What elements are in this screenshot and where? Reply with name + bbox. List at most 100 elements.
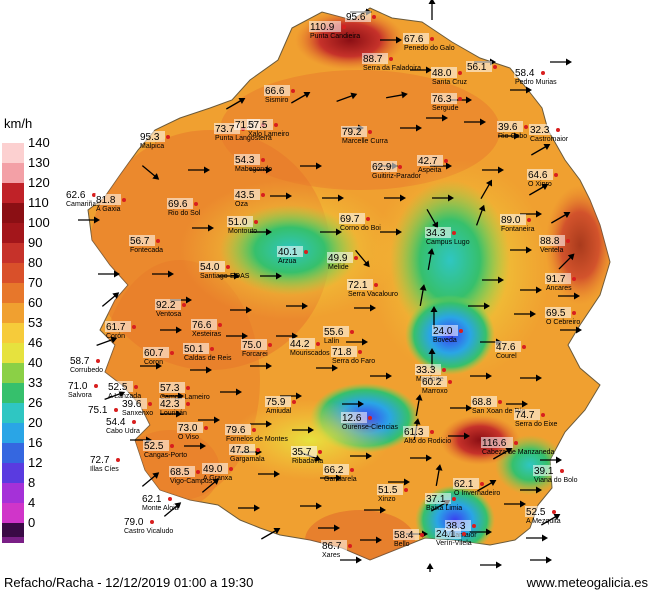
station-gust-value: 88.8 (540, 236, 560, 247)
station-name: O Xipro (528, 181, 552, 188)
station-dot (514, 441, 518, 445)
station-value-background (265, 396, 291, 407)
station-value-background (495, 341, 521, 352)
station-dot (372, 15, 376, 19)
wind-arrow (350, 452, 372, 460)
station-gust-value: 116.6 (482, 438, 507, 449)
station-value-background (347, 279, 373, 290)
station-gust-value: 66.6 (265, 86, 285, 97)
station-gust-value: 48.0 (432, 68, 452, 79)
wind-arrow (346, 338, 368, 346)
legend-label-26: 26 (28, 395, 43, 410)
wind-arrow (410, 454, 432, 462)
wind-arrow (380, 228, 402, 236)
wind-arrow (316, 364, 338, 372)
station-value-background (225, 424, 251, 435)
wind-arrow (470, 528, 492, 536)
station-name: Xares (322, 552, 341, 559)
wind-arrow (250, 420, 272, 428)
station-name: Vigo-Campus (170, 478, 213, 485)
station-name: Serra Vacalouro (348, 291, 398, 298)
station-name: Illas Cíes (90, 466, 119, 473)
wind-arrow (192, 224, 214, 232)
wind-arrow (162, 392, 184, 400)
wind-arrow (258, 470, 280, 478)
wind-arrow (276, 332, 298, 340)
station-value-background (229, 444, 255, 455)
station-gust-value: 89.0 (501, 215, 521, 226)
station-name: Boveda (433, 337, 457, 344)
station-gust-value: 88.7 (363, 54, 383, 65)
legend-label-46: 46 (28, 335, 43, 350)
station-gust-value: 72.7 (90, 455, 110, 466)
legend-swatch-100 (2, 223, 24, 243)
station-value-background (545, 307, 571, 318)
station-gust-value: 73.0 (178, 423, 198, 434)
station-value-background (121, 398, 147, 409)
station-gust-value: 32.3 (530, 125, 550, 136)
wind-arrow (152, 270, 174, 278)
station-name: Forcarei (242, 351, 268, 358)
station-dot (444, 159, 448, 163)
station-gust-value: 56.7 (130, 236, 150, 247)
legend-unit-label: km/h (4, 116, 33, 131)
station-gust-value: 54.0 (200, 262, 220, 273)
station-gust-value: 62.1 (142, 494, 162, 505)
station-value-background (143, 440, 169, 451)
station-dot (122, 198, 126, 202)
wind-arrow (96, 336, 118, 347)
station-gust-value: 72.1 (348, 280, 368, 291)
legend-swatch-20 (2, 423, 24, 443)
legend-swatch-12 (2, 463, 24, 483)
station-dot (368, 130, 372, 134)
legend-swatch-53 (2, 323, 24, 343)
station-name: Punta Langosteira (215, 135, 272, 142)
station: 69.5O Cebreiro (545, 307, 580, 326)
station-value-background (415, 364, 441, 375)
station-value-background (105, 321, 131, 332)
wind-arrow (355, 249, 370, 268)
station-gust-value: 34.3 (426, 228, 446, 239)
legend-swatch-60 (2, 303, 24, 323)
wind-arrow (364, 506, 386, 514)
wind-arrow (160, 326, 182, 334)
station-value-background (466, 61, 492, 72)
wind-arrow (78, 216, 100, 224)
station-value-background (527, 169, 553, 180)
station-gust-value: 62.1 (454, 479, 474, 490)
station-gust-value: 74.7 (515, 410, 535, 421)
station-name: Gandarela (324, 476, 357, 483)
station-dot (170, 444, 174, 448)
station-value-background (331, 346, 357, 357)
station-name: Rio do Sol (168, 210, 201, 217)
station-gust-value: 57.3 (160, 383, 180, 394)
wind-arrow (428, 0, 436, 20)
wind-arrow (448, 432, 470, 440)
station-dot (150, 520, 154, 524)
station-value-background (539, 235, 565, 246)
wind-arrow (360, 536, 382, 544)
station-value-background (533, 465, 559, 476)
station-name: Melide (328, 264, 349, 271)
station-value-background (199, 261, 225, 272)
wind-arrow (354, 304, 376, 312)
station-value-background (169, 466, 195, 477)
station-dot (552, 510, 556, 514)
station-dot (452, 497, 456, 501)
station-value-background (234, 154, 260, 165)
station-gust-value: 39.1 (534, 466, 554, 477)
station-dot (204, 426, 208, 430)
station-name: Rio Cabo (498, 133, 527, 140)
station-value-background (107, 381, 133, 392)
wind-arrow (432, 194, 454, 202)
source-credit[interactable]: www.meteogalicia.es (526, 575, 648, 590)
